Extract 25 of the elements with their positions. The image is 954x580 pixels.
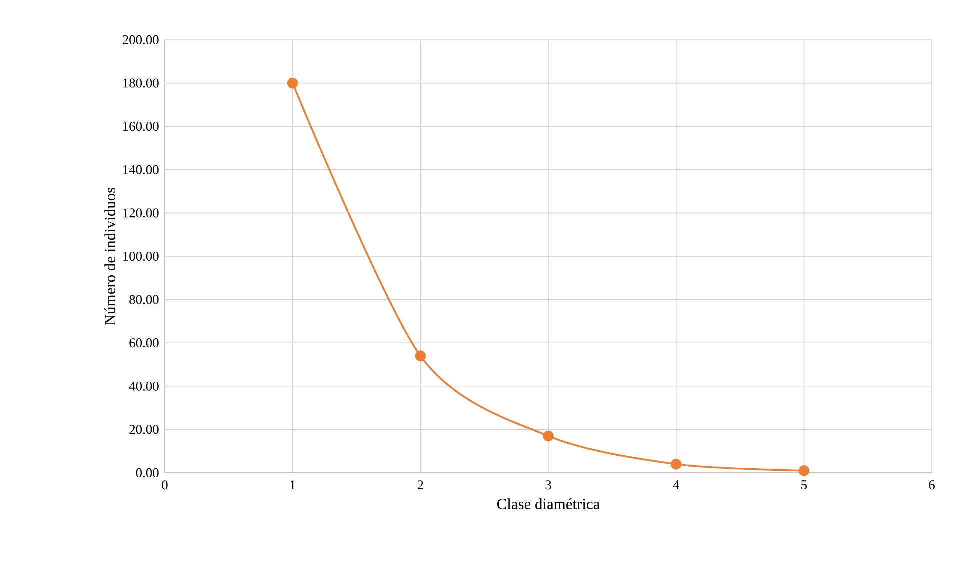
- point: [798, 465, 810, 476]
- x-tick-label: 4: [673, 480, 680, 490]
- y-tick-label: 80.00: [130, 295, 159, 304]
- point: [287, 78, 298, 89]
- y-tick-label: 180.00: [124, 78, 159, 88]
- x-tick-label: 1: [290, 480, 296, 490]
- y-tick-label: 100.00: [124, 252, 159, 262]
- y-tick-label: 0.00: [136, 468, 159, 478]
- y-axis-title: Número de individuos: [104, 188, 116, 326]
- x-tick-label: 6: [929, 480, 935, 490]
- point: [543, 430, 554, 442]
- point: [670, 458, 682, 470]
- x-axis-title: Clase diamétrica: [497, 498, 600, 510]
- x-tick-label: 5: [802, 480, 808, 490]
- y-tick-label: 120.00: [124, 208, 159, 218]
- y-tick-label: 160.00: [124, 122, 159, 132]
- x-tick-label: 0: [162, 480, 168, 490]
- x-tick-label: 3: [546, 480, 552, 490]
- point: [415, 350, 426, 362]
- y-tick-label: 140.00: [124, 165, 159, 174]
- x-tick-label: 2: [418, 480, 424, 490]
- y-tick-label: 40.00: [129, 382, 159, 391]
- y-tick-label: 20.00: [130, 425, 159, 434]
- y-tick-label: 60.00: [130, 338, 159, 348]
- y-tick-label: 200.00: [122, 35, 159, 45]
